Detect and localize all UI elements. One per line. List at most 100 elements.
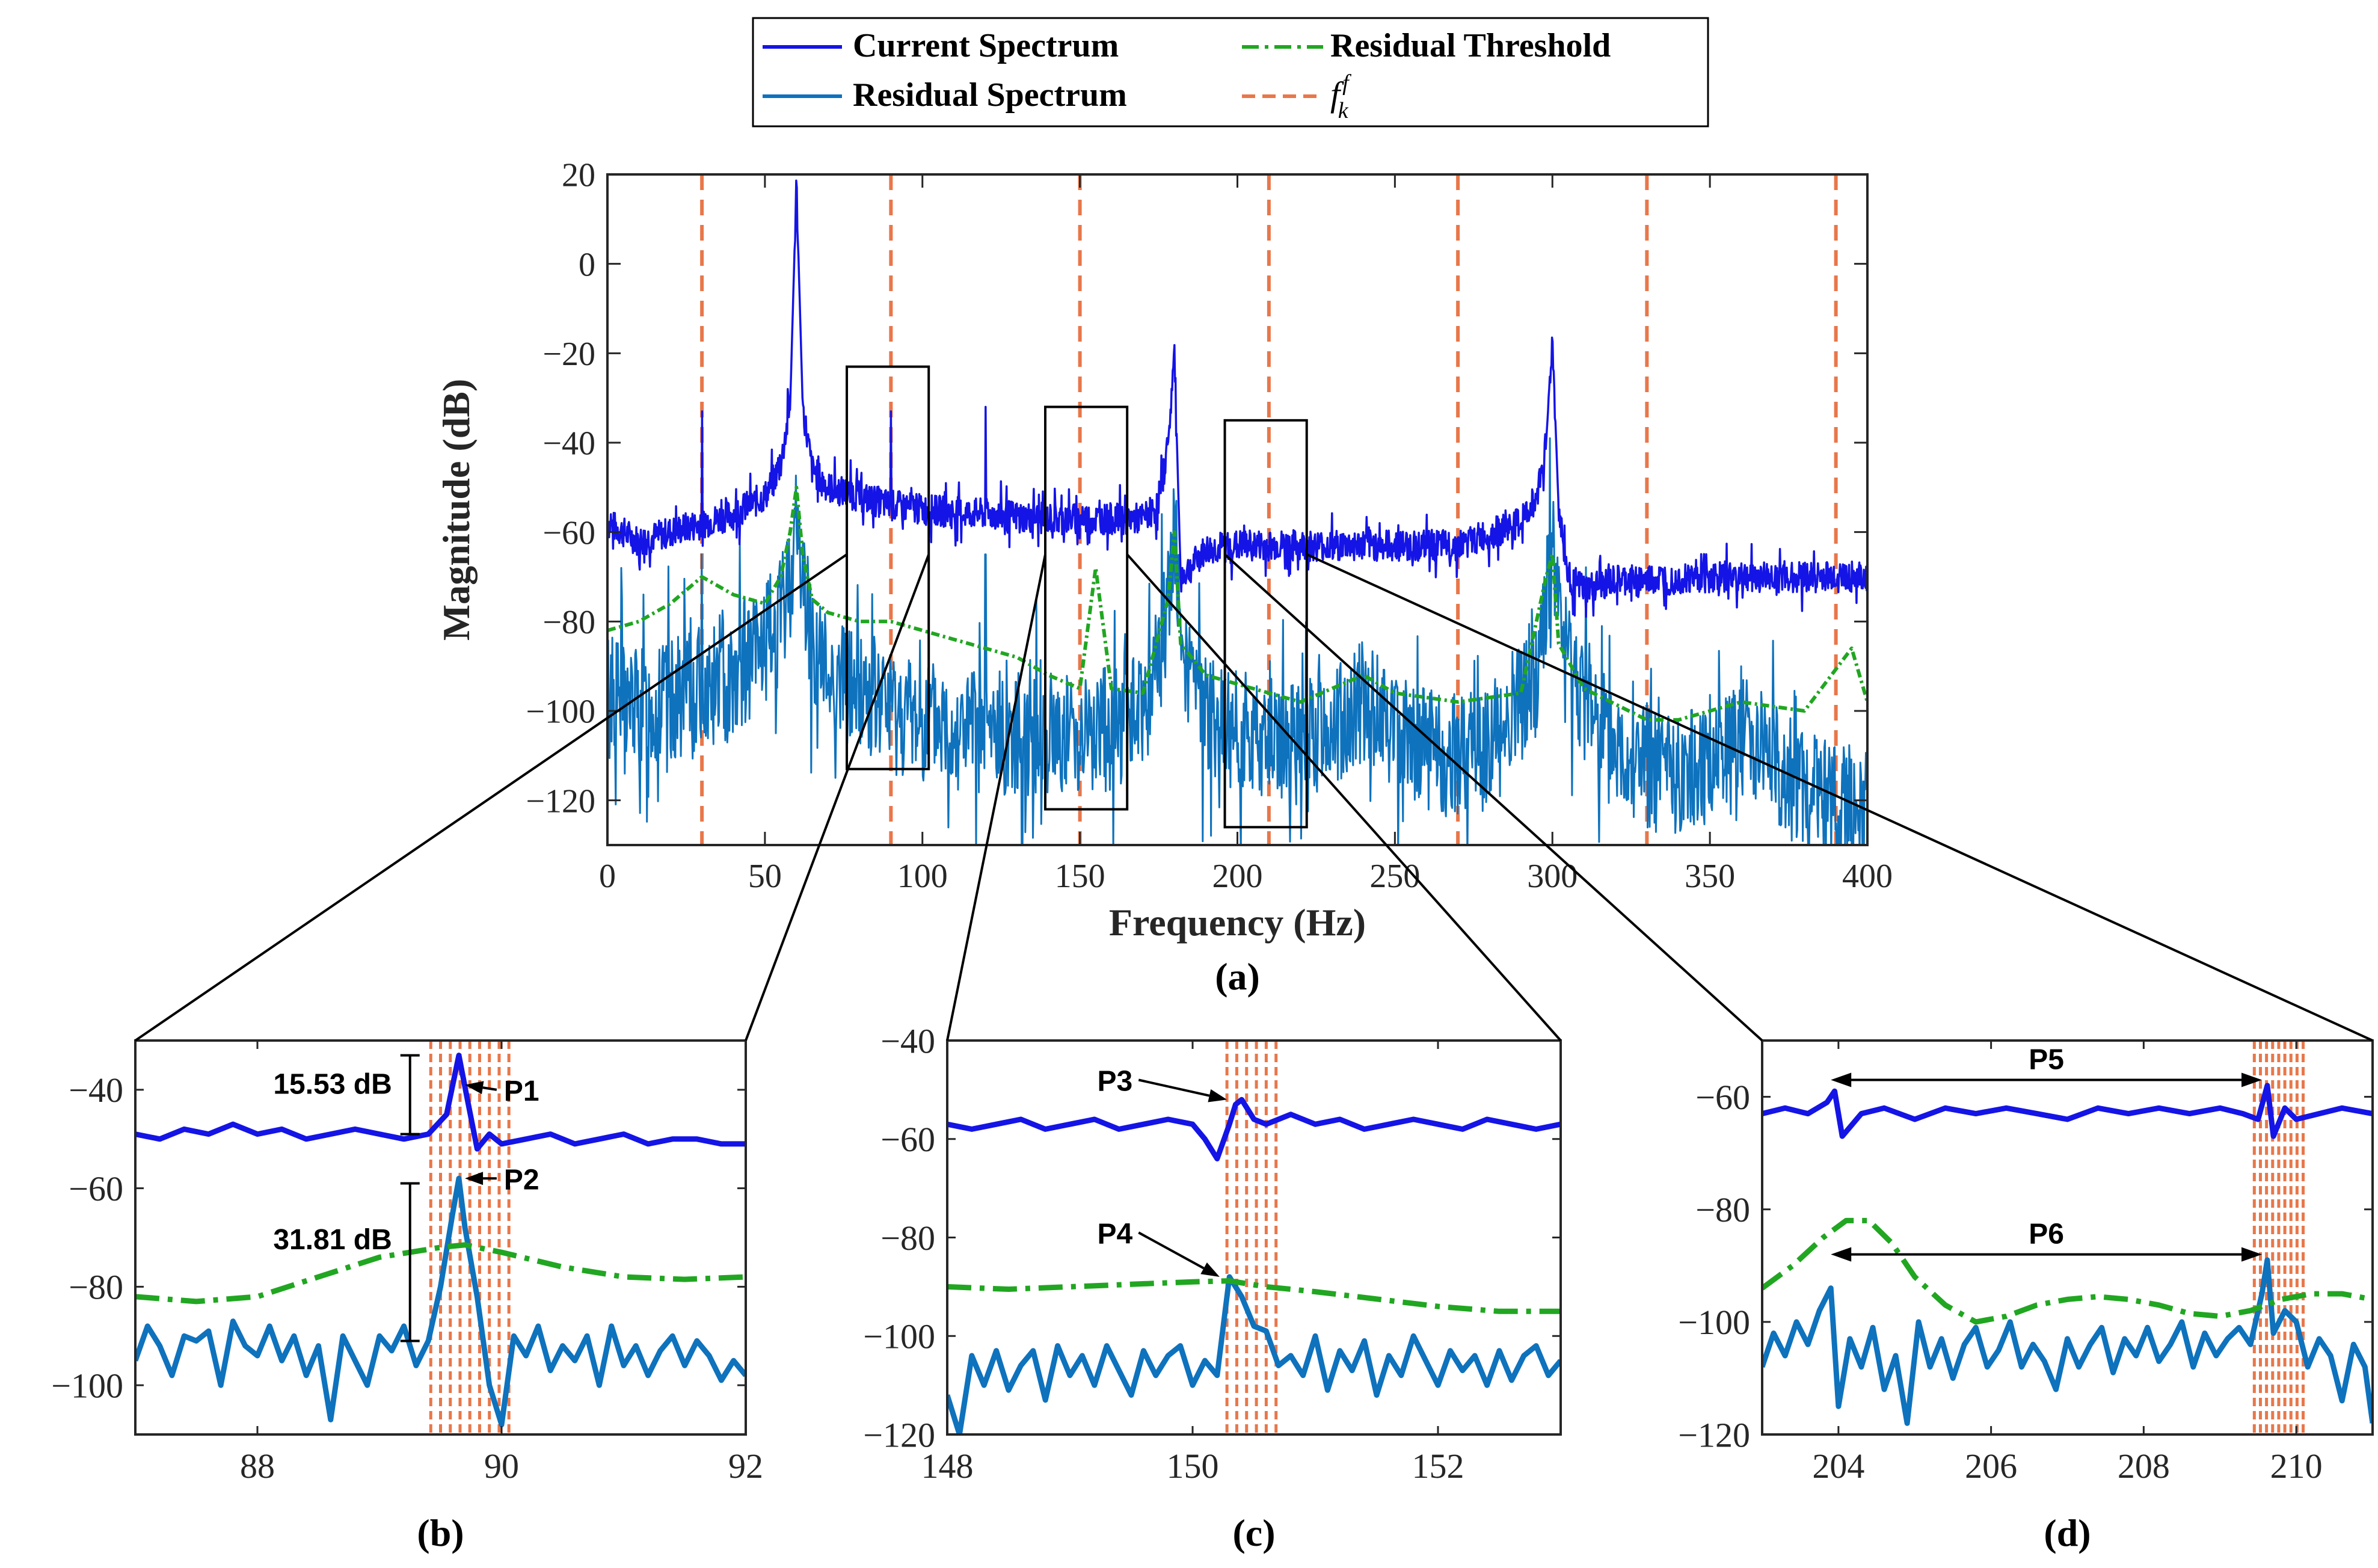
zoom-connector (134, 553, 848, 1042)
panel-label-b: (b) (417, 1511, 464, 1554)
annotation-arrowhead (1200, 1262, 1220, 1277)
span-arrowhead (1831, 1247, 1852, 1262)
x-tick-label: 250 (1369, 858, 1420, 895)
x-tick-label: 210 (2270, 1447, 2323, 1486)
y-ticks-c: −40 −60 −80 −100 −120 (863, 1021, 1561, 1454)
annotation-arrow (1138, 1231, 1205, 1270)
y-tick-label: −60 (69, 1169, 123, 1208)
series-line (947, 1274, 1561, 1434)
series-residual-spectrum-a (607, 437, 1867, 845)
y-tick-label: −80 (1695, 1190, 1750, 1229)
y-tick-label: −100 (1678, 1303, 1750, 1342)
series-current-spectrum-c (947, 1096, 1561, 1161)
annotation-arrowhead (465, 1081, 484, 1095)
legend-label-threshold: Residual Threshold (1330, 27, 1611, 64)
span-label: P5 (2029, 1044, 2064, 1076)
panel-d: 204 206 208 210 −60 −80 −100 −120 (d) P5 P6 (1678, 1039, 2374, 1554)
y-tick-label: −120 (526, 782, 595, 820)
x-tick-label: 0 (599, 858, 616, 895)
y-tick-label: −60 (880, 1120, 935, 1159)
x-ticks-c: 148 150 152 (921, 1041, 1464, 1486)
span-arrowhead (2241, 1247, 2263, 1262)
y-tick-label: −80 (542, 604, 595, 641)
legend-box (752, 17, 1709, 128)
series-line (947, 1096, 1561, 1161)
annotation-arrow (1138, 1078, 1210, 1097)
zoom-connector (1224, 553, 1763, 1042)
x-tick-label: 148 (921, 1447, 974, 1486)
panel-c: 148 150 152 −40 −60 −80 −100 −120 (c) P3 P4 (863, 1021, 1562, 1554)
panel-a: 0 50 100 150 200 250 300 350 400200−20−40−60−80−… (435, 157, 1893, 998)
y-tick-label: −80 (880, 1219, 935, 1258)
x-tick-label: 206 (1965, 1447, 2017, 1486)
series-line (135, 1053, 746, 1152)
series-residual-spectrum-d (1762, 1257, 2373, 1426)
x-tick-label: 300 (1527, 858, 1578, 895)
series-current-spectrum-d (1762, 1083, 2373, 1139)
zoom-connector-lines (134, 553, 2373, 1042)
x-ticks-a: 0 50 100 150 200 250 300 350 400 (599, 174, 1893, 895)
annotation-arrowhead (465, 1172, 484, 1185)
y-tick-label: −100 (51, 1366, 123, 1405)
x-tick-label: 152 (1412, 1447, 1464, 1486)
x-tick-label: 204 (1812, 1447, 1864, 1486)
series-line (1762, 1257, 2373, 1426)
series-residual-spectrum-c (947, 1274, 1561, 1434)
y-tick-label: 20 (562, 157, 595, 194)
series-residual-threshold-b (135, 1242, 746, 1305)
x-tick-label: 50 (748, 858, 782, 895)
y-tick-label: −60 (1695, 1078, 1750, 1117)
series-residual-threshold-c (947, 1278, 1561, 1314)
y-ticks-d: −60 −80 −100 −120 (1678, 1078, 2373, 1454)
zoom-box-b (846, 365, 930, 770)
bracket-label: 15.53 dB (273, 1068, 392, 1100)
y-ticks-a: 20 0 −20 −40 −60 −80 −100 −120 (526, 157, 1867, 820)
annotation-label: P3 (1098, 1066, 1133, 1098)
y-tick-label: −40 (542, 425, 595, 463)
series-current-spectrum-a (607, 179, 1867, 618)
panel-label-a: (a) (1215, 955, 1260, 998)
panel-label-d: (d) (2044, 1511, 2091, 1554)
y-tick-label: −80 (69, 1268, 123, 1307)
y-tick-label: −120 (1678, 1415, 1750, 1454)
x-tick-label: 350 (1685, 858, 1735, 895)
legend-label-current: Current Spectrum (853, 27, 1119, 64)
bracket-label: 31.81 dB (273, 1224, 392, 1256)
x-tick-label: 150 (1167, 1447, 1219, 1486)
x-tick-label: 100 (897, 858, 948, 895)
series-line (135, 1242, 746, 1305)
x-tick-label: 150 (1055, 858, 1105, 895)
zoom-box-d (1223, 419, 1308, 829)
series-line (607, 437, 1867, 845)
series-line (607, 179, 1867, 618)
span-label: P6 (2029, 1219, 2064, 1250)
series-line (1762, 1083, 2373, 1139)
y-tick-label: 0 (579, 246, 595, 283)
legend-label-residual: Residual Spectrum (853, 76, 1127, 114)
series-line (135, 1175, 746, 1428)
span-arrowhead (1831, 1072, 1852, 1087)
y-tick-label: −40 (69, 1071, 123, 1110)
y-tick-label: −40 (880, 1021, 935, 1060)
x-ticks-b: 88 90 92 (240, 1041, 763, 1486)
zoom-connector (1126, 553, 1562, 1042)
annotation-label: P1 (504, 1075, 539, 1107)
zoom-connector (745, 554, 930, 1041)
y-ticks-b: −40 −60 −80 −100 (51, 1071, 746, 1405)
x-ticks-d: 204 206 208 210 (1812, 1041, 2323, 1486)
plot-area-d (1762, 1041, 2373, 1434)
axes-frame-d (1761, 1039, 2374, 1436)
series-current-spectrum-b (135, 1053, 746, 1152)
annotation-label: P2 (504, 1164, 539, 1196)
span-arrowhead (2241, 1072, 2263, 1087)
panel-label-c: (c) (1232, 1511, 1275, 1554)
series-residual-spectrum-b (135, 1175, 746, 1428)
annotation-arrowhead (1208, 1089, 1227, 1102)
y-tick-label: −100 (863, 1317, 935, 1356)
x-tick-label: 400 (1842, 858, 1893, 895)
zoom-box-c (1044, 405, 1129, 811)
x-tick-label: 200 (1212, 858, 1263, 895)
axes-frame-b (134, 1039, 747, 1436)
y-tick-label: −20 (542, 336, 595, 373)
